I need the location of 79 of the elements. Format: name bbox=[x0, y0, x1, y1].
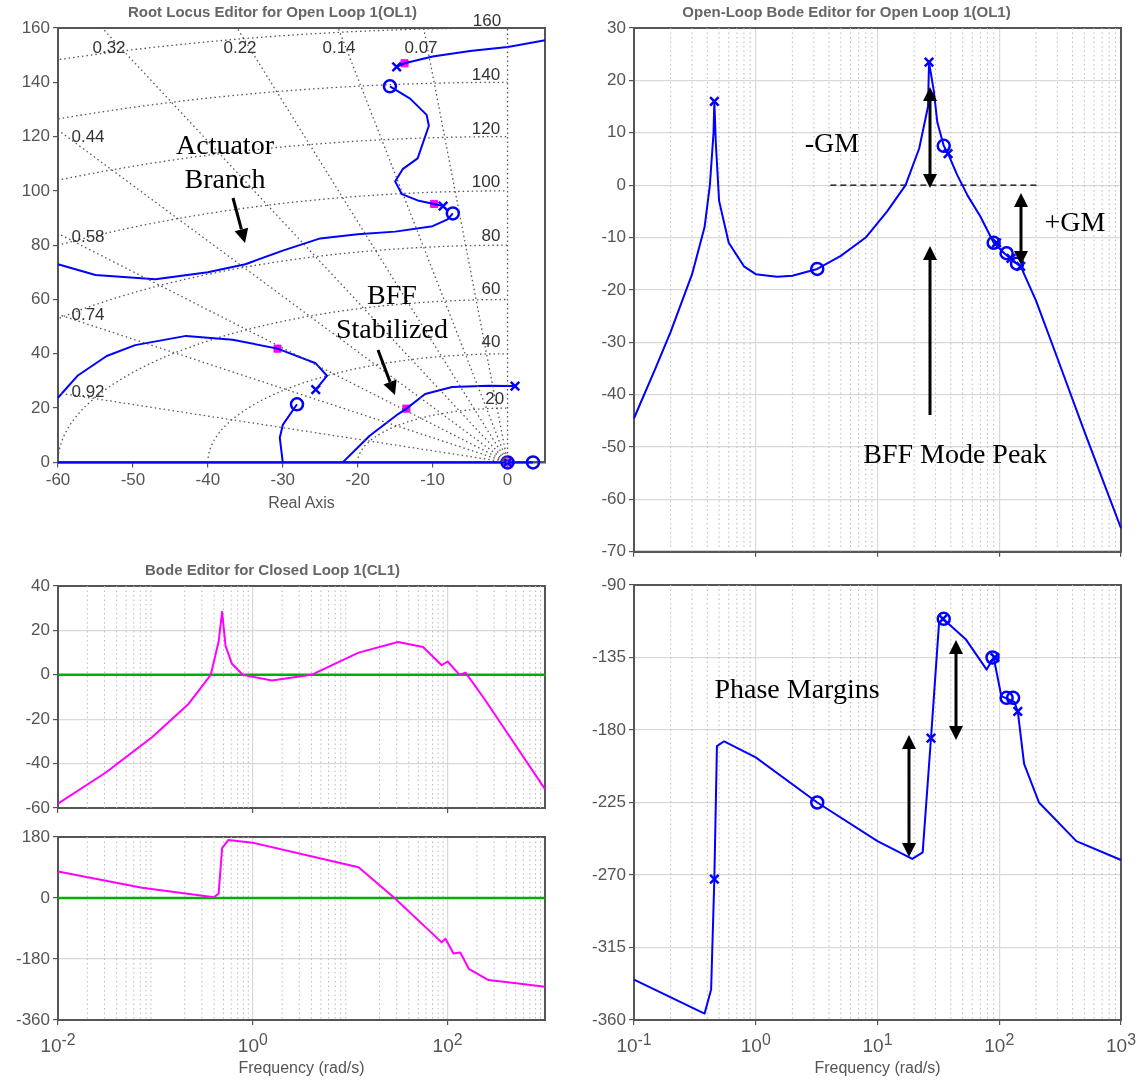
y-tick-label: -360 bbox=[591, 1009, 626, 1029]
y-tick-label: -315 bbox=[591, 937, 626, 957]
x-tick-label: -40 bbox=[195, 470, 221, 490]
annotation: Phase Margins bbox=[714, 672, 880, 706]
y-tick-label: 20 bbox=[31, 397, 50, 417]
y-tick-label: 0 bbox=[40, 887, 50, 907]
y-tick-label: 20 bbox=[31, 620, 50, 640]
annotation: 0.92 bbox=[71, 382, 105, 402]
y-tick-label: -30 bbox=[601, 331, 626, 351]
y-tick-label: 0 bbox=[40, 664, 50, 684]
annotation: 140 bbox=[471, 65, 501, 85]
annotation: 0.14 bbox=[322, 38, 356, 58]
y-tick-label: -270 bbox=[591, 864, 626, 884]
y-tick-label: 0 bbox=[616, 174, 626, 194]
x-tick-label: -50 bbox=[120, 470, 146, 490]
annotation: 100 bbox=[471, 172, 501, 192]
x-axis-title: Real Axis bbox=[268, 493, 335, 511]
annotation: 120 bbox=[471, 119, 501, 139]
annotation: BFF Mode Peak bbox=[863, 437, 1047, 471]
x-tick-label: -10 bbox=[420, 470, 445, 490]
x-tick-label: 10$^{3}$ bbox=[1106, 1030, 1136, 1059]
x-axis-title: Frequency (rad/s) bbox=[238, 1058, 365, 1076]
annotation: 40 bbox=[481, 332, 501, 352]
annotation: 0.44 bbox=[71, 127, 105, 147]
y-tick-label: -70 bbox=[601, 541, 626, 561]
x-tick-label: 10$^{2}$ bbox=[984, 1030, 1015, 1059]
y-tick-label: -90 bbox=[601, 574, 626, 594]
y-tick-label: 40 bbox=[31, 575, 50, 595]
annotation: 0.74 bbox=[71, 305, 105, 325]
y-tick-label: 0 bbox=[40, 452, 50, 472]
annotation: 0.32 bbox=[92, 38, 126, 58]
annotation: 160 bbox=[472, 11, 502, 31]
annotation: 0.07 bbox=[404, 38, 438, 58]
y-tick-label: -180 bbox=[591, 719, 626, 739]
y-tick-label: -60 bbox=[601, 489, 626, 509]
y-tick-label: 180 bbox=[21, 826, 50, 846]
y-tick-label: -60 bbox=[25, 797, 50, 817]
y-tick-label: 120 bbox=[21, 126, 50, 146]
y-tick-label: 100 bbox=[21, 180, 50, 200]
chart-title: Root Locus Editor for Open Loop 1(OL1) bbox=[127, 3, 418, 21]
annotation: -GM bbox=[804, 126, 860, 160]
y-tick-label: -20 bbox=[25, 708, 50, 728]
annotation: 0.58 bbox=[71, 227, 105, 247]
y-tick-label: 140 bbox=[21, 71, 50, 91]
y-tick-label: -135 bbox=[591, 647, 626, 667]
annotation: 80 bbox=[481, 226, 501, 246]
y-tick-label: -180 bbox=[15, 948, 50, 968]
annotation: Actuator Branch bbox=[175, 128, 275, 196]
x-tick-label: 10$^{1}$ bbox=[862, 1030, 893, 1059]
chart-title: Open-Loop Bode Editor for Open Loop 1(OL1) bbox=[682, 3, 1011, 21]
chart-title: Bode Editor for Closed Loop 1(CL1) bbox=[145, 561, 400, 579]
y-tick-label: 10 bbox=[607, 122, 626, 142]
x-tick-label: 10$^{-1}$ bbox=[616, 1030, 652, 1059]
y-tick-label: -50 bbox=[601, 436, 626, 456]
x-tick-label: -20 bbox=[345, 470, 370, 490]
y-tick-label: -225 bbox=[591, 792, 626, 812]
y-tick-label: 160 bbox=[21, 17, 50, 37]
y-tick-label: 40 bbox=[31, 343, 50, 363]
y-tick-label: -10 bbox=[601, 227, 626, 247]
y-tick-label: 20 bbox=[607, 70, 626, 90]
x-axis-title: Frequency (rad/s) bbox=[814, 1058, 941, 1076]
y-tick-label: 60 bbox=[31, 289, 50, 309]
x-tick-label: -30 bbox=[270, 470, 296, 490]
x-tick-label: 0 bbox=[502, 470, 513, 490]
annotation: +GM bbox=[1044, 205, 1106, 239]
annotation: 0.22 bbox=[223, 38, 257, 58]
y-tick-label: -360 bbox=[15, 1009, 50, 1029]
y-tick-label: 30 bbox=[607, 17, 626, 37]
y-tick-label: -40 bbox=[601, 384, 626, 404]
y-tick-label: -40 bbox=[25, 753, 50, 773]
x-tick-label: 10$^{0}$ bbox=[740, 1030, 771, 1059]
annotation: 20 bbox=[485, 388, 505, 409]
x-tick-label: 10$^{2}$ bbox=[432, 1030, 463, 1059]
annotation: BFF Stabilized bbox=[335, 278, 449, 346]
annotation: 60 bbox=[481, 279, 501, 299]
y-tick-label: -20 bbox=[601, 279, 626, 299]
x-tick-label: 10$^{0}$ bbox=[237, 1030, 268, 1059]
y-tick-label: 80 bbox=[31, 234, 50, 254]
x-tick-label: 10$^{-2}$ bbox=[40, 1030, 76, 1059]
